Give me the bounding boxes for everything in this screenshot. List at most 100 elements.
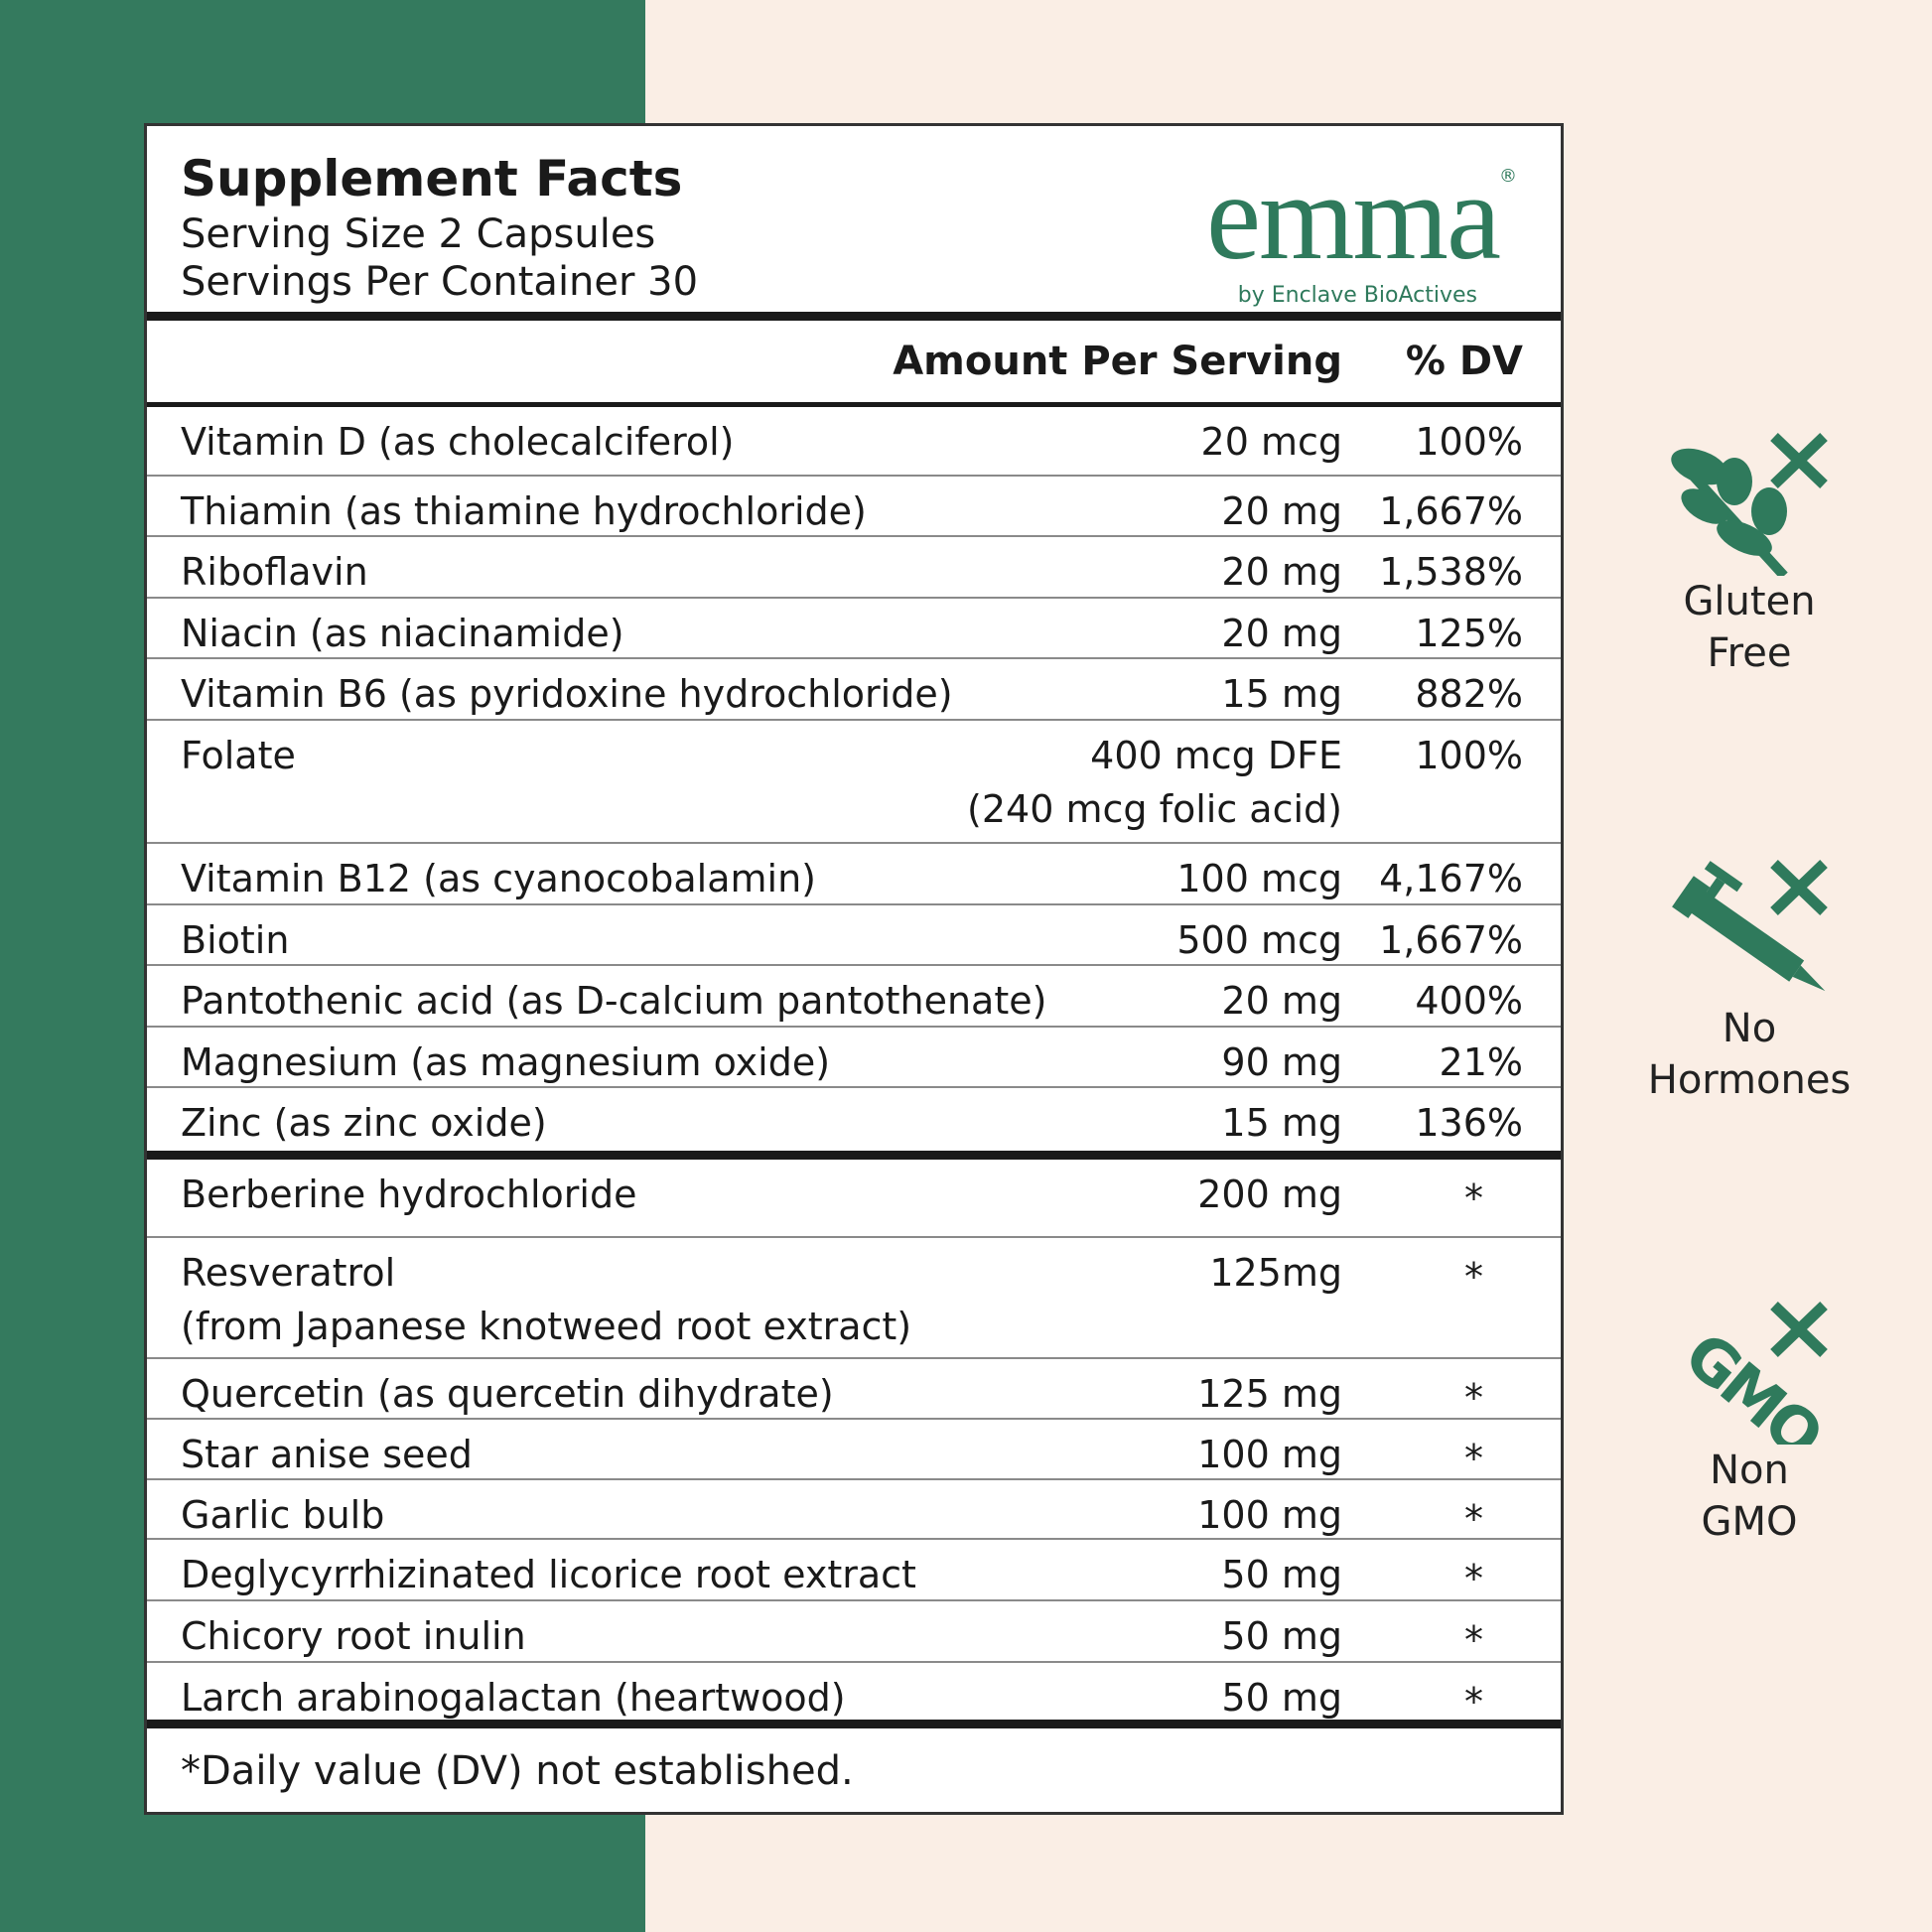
amount-line: 20 mg: [1221, 979, 1342, 1023]
amount-line: 90 mg: [1221, 1040, 1342, 1084]
nutrient-name-line: Deglycyrrhizinated licorice root extract: [181, 1553, 916, 1596]
nutrient-name: Garlic bulb: [181, 1488, 384, 1542]
badge-label: No: [1722, 1006, 1777, 1051]
nutrient-row: Folate 400 mcg DFE (240 mcg folic acid) 100…: [147, 721, 1561, 844]
nutrient-row: Resveratrol (from Japanese knotweed root …: [147, 1238, 1561, 1359]
nutrient-name: Zinc (as zinc oxide): [181, 1096, 547, 1150]
nutrient-table: Vitamin D (as cholecalciferol) 20 mcg 100%…: [147, 407, 1561, 1728]
nutrient-amount: 100 mg: [1197, 1428, 1342, 1481]
nutrient-name: Chicory root inulin: [181, 1609, 526, 1663]
nutrient-row: Star anise seed 100 mg *: [147, 1420, 1561, 1480]
nutrient-dv: 125%: [1415, 612, 1523, 655]
nutrient-amount: 200 mg: [1197, 1168, 1342, 1221]
nutrient-dv: 1,538%: [1379, 550, 1523, 594]
nutrient-amount: 50 mg: [1221, 1671, 1342, 1725]
nutrient-amount: 50 mg: [1221, 1609, 1342, 1663]
gmo-crossed-icon: GMO: [1671, 1302, 1834, 1445]
footnote: *Daily value (DV) not established.: [181, 1748, 854, 1794]
nutrient-amount: 100 mcg: [1176, 852, 1342, 905]
nutrient-row: Pantothenic acid (as D-calcium pantothen…: [147, 966, 1561, 1028]
nutrient-name: Quercetin (as quercetin dihydrate): [181, 1367, 834, 1421]
nutrient-amount: 400 mcg DFE (240 mcg folic acid): [967, 729, 1342, 836]
nutrient-name: Pantothenic acid (as D-calcium pantothen…: [181, 974, 1046, 1028]
nutrient-name-line: Niacin (as niacinamide): [181, 612, 624, 655]
amount-line: 15 mg: [1221, 1101, 1342, 1145]
nutrient-dv: *: [1464, 1618, 1483, 1662]
facts-header: Supplement Facts Serving Size 2 Capsules…: [147, 126, 1561, 321]
nutrient-dv: 1,667%: [1379, 489, 1523, 533]
nutrient-name: Vitamin B12 (as cyanocobalamin): [181, 852, 816, 905]
nutrient-name-line: Vitamin B12 (as cyanocobalamin): [181, 857, 817, 900]
nutrient-name-line: Thiamin (as thiamine hydrochloride): [181, 489, 867, 533]
column-headers: Amount Per Serving % DV: [147, 321, 1561, 407]
nutrient-row: Larch arabinogalactan (heartwood) 50 mg *: [147, 1663, 1561, 1728]
logo-subtitle: by Enclave BioActives: [1237, 283, 1477, 308]
wheat-crossed-icon: [1671, 433, 1828, 576]
badge-label: Hormones: [1647, 1057, 1852, 1103]
nutrient-name-line: Berberine hydrochloride: [181, 1173, 637, 1216]
nutrient-name-line: Vitamin D (as cholecalciferol): [181, 420, 735, 464]
servings-per-container: Servings Per Container 30: [181, 259, 699, 305]
nutrient-dv: *: [1464, 1497, 1483, 1541]
amount-line: 125mg: [1209, 1251, 1342, 1295]
nutrient-name-line: Quercetin (as quercetin dihydrate): [181, 1372, 834, 1416]
amount-line: 100 mg: [1197, 1493, 1342, 1537]
nutrient-name-line: Chicory root inulin: [181, 1614, 526, 1658]
amount-line: 125 mg: [1197, 1372, 1342, 1416]
logo-wordmark: emma: [1206, 149, 1501, 285]
nutrient-name: Biotin: [181, 913, 289, 967]
nutrient-dv: 1,667%: [1379, 918, 1523, 962]
nutrient-dv: *: [1464, 1176, 1483, 1220]
nutrient-amount: 20 mg: [1221, 545, 1342, 599]
nutrient-name-line: Folate: [181, 734, 296, 777]
nutrient-row: Vitamin B12 (as cyanocobalamin) 100 mcg 4,…: [147, 844, 1561, 905]
nutrient-amount: 20 mg: [1221, 484, 1342, 538]
nutrient-name: Magnesium (as magnesium oxide): [181, 1035, 830, 1089]
nutrient-name: Folate: [181, 729, 296, 782]
nutrient-dv: *: [1464, 1680, 1483, 1724]
nutrient-amount: 125mg: [1209, 1246, 1342, 1300]
nutrient-dv: *: [1464, 1557, 1483, 1600]
nutrient-name-line: Biotin: [181, 918, 290, 962]
nutrient-amount: 15 mg: [1221, 667, 1342, 721]
badge-label: Non: [1710, 1448, 1789, 1493]
nutrient-name-line: Pantothenic acid (as D-calcium pantothen…: [181, 979, 1047, 1023]
facts-title: Supplement Facts: [181, 150, 683, 207]
nutrient-dv: 882%: [1415, 672, 1523, 716]
badge-label: Gluten: [1683, 579, 1816, 624]
nutrient-amount: 15 mg: [1221, 1096, 1342, 1150]
nutrient-dv: *: [1464, 1255, 1483, 1299]
nutrient-dv: 100%: [1415, 734, 1523, 777]
badge-label: GMO: [1701, 1499, 1798, 1545]
nutrient-name-line: (from Japanese knotweed root extract): [181, 1305, 912, 1348]
badge-gluten-free: Gluten Free: [1630, 427, 1868, 679]
nutrient-row: Zinc (as zinc oxide) 15 mg 136%: [147, 1088, 1561, 1160]
serving-size: Serving Size 2 Capsules: [181, 211, 656, 257]
amount-line: 500 mcg: [1176, 918, 1342, 962]
nutrient-name-line: Resveratrol: [181, 1251, 396, 1295]
nutrient-row: Quercetin (as quercetin dihydrate) 125 mg…: [147, 1359, 1561, 1420]
nutrient-amount: 20 mcg: [1201, 415, 1342, 469]
nutrient-row: Riboflavin 20 mg 1,538%: [147, 537, 1561, 599]
nutrient-row: Vitamin B6 (as pyridoxine hydrochloride)…: [147, 659, 1561, 721]
nutrient-row: Vitamin D (as cholecalciferol) 20 mcg 100%: [147, 407, 1561, 477]
badge-no-hormones: No Hormones: [1630, 854, 1868, 1106]
nutrient-dv: 400%: [1415, 979, 1523, 1023]
amount-line: 100 mg: [1197, 1433, 1342, 1476]
nutrient-row: Deglycyrrhizinated licorice root extract…: [147, 1540, 1561, 1601]
nutrient-dv: 100%: [1415, 420, 1523, 464]
nutrient-name-line: Garlic bulb: [181, 1493, 385, 1537]
supplement-facts-panel: Supplement Facts Serving Size 2 Capsules…: [144, 123, 1564, 1815]
amount-line: 15 mg: [1221, 672, 1342, 716]
nutrient-name: Star anise seed: [181, 1428, 473, 1481]
nutrient-name: Niacin (as niacinamide): [181, 607, 624, 660]
nutrient-dv: 136%: [1415, 1101, 1523, 1145]
amount-line: 100 mcg: [1176, 857, 1342, 900]
nutrient-name-line: Star anise seed: [181, 1433, 473, 1476]
amount-column-header: Amount Per Serving: [893, 339, 1342, 384]
registered-mark: ®: [1499, 166, 1517, 187]
nutrient-dv: *: [1464, 1437, 1483, 1480]
amount-line: 20 mg: [1221, 612, 1342, 655]
nutrient-name: Larch arabinogalactan (heartwood): [181, 1671, 846, 1725]
nutrient-amount: 20 mg: [1221, 974, 1342, 1028]
